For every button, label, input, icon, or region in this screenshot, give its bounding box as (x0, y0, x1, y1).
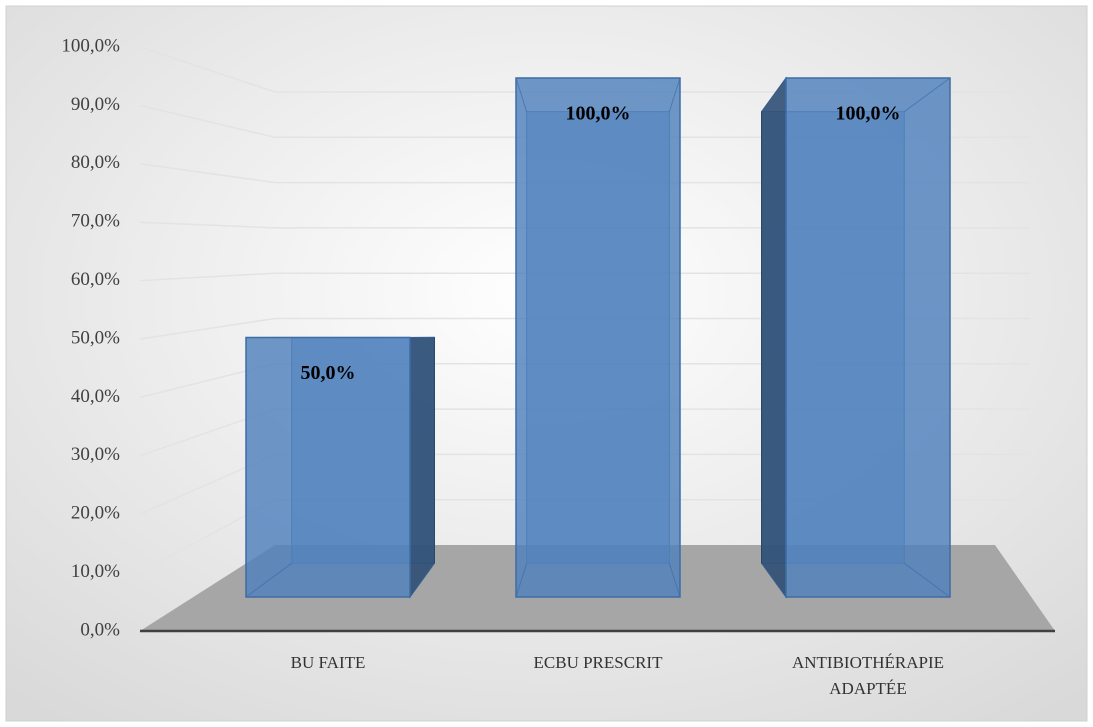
data-label: 100,0% (566, 103, 631, 125)
bar (245, 336, 435, 599)
bar (515, 77, 681, 598)
bar-front (785, 77, 951, 598)
y-tick-label: 60,0% (71, 269, 120, 290)
y-tick-label: 10,0% (71, 561, 120, 582)
bar-edge (761, 77, 787, 112)
bar-front (515, 77, 681, 598)
data-label: 50,0% (301, 362, 356, 384)
y-tick-label: 40,0% (71, 386, 120, 407)
bar-side (761, 76, 787, 599)
bar-edge (515, 77, 528, 112)
bar-edge (761, 562, 787, 598)
y-tick-label: 80,0% (71, 152, 120, 173)
y-tick-label: 70,0% (71, 211, 120, 232)
y-tick-label: 20,0% (71, 503, 120, 524)
bar-edge (515, 563, 528, 598)
bar-front (245, 336, 411, 598)
bar (761, 76, 951, 599)
bar-edge (245, 562, 293, 598)
x-tick-label: BU FAITE (290, 653, 366, 672)
y-tick-label: 90,0% (71, 94, 120, 115)
y-tick-label: 50,0% (71, 327, 120, 348)
data-label: 100,0% (836, 103, 901, 125)
bar-edge (409, 562, 435, 598)
bar-edge (903, 562, 951, 598)
x-tick-label: ECBU PRESCRIT (533, 653, 663, 672)
x-tick-label: ANTIBIOTHÉRAPIE ADAPTÉE (791, 653, 945, 698)
bar-side (409, 336, 435, 599)
y-tick-label: 30,0% (71, 444, 120, 465)
bar-edge (903, 77, 951, 113)
bar-edge (668, 563, 681, 598)
y-tick-label: 100,0% (61, 35, 120, 56)
bar-edge (668, 77, 681, 112)
y-tick-label: 0,0% (80, 619, 120, 640)
